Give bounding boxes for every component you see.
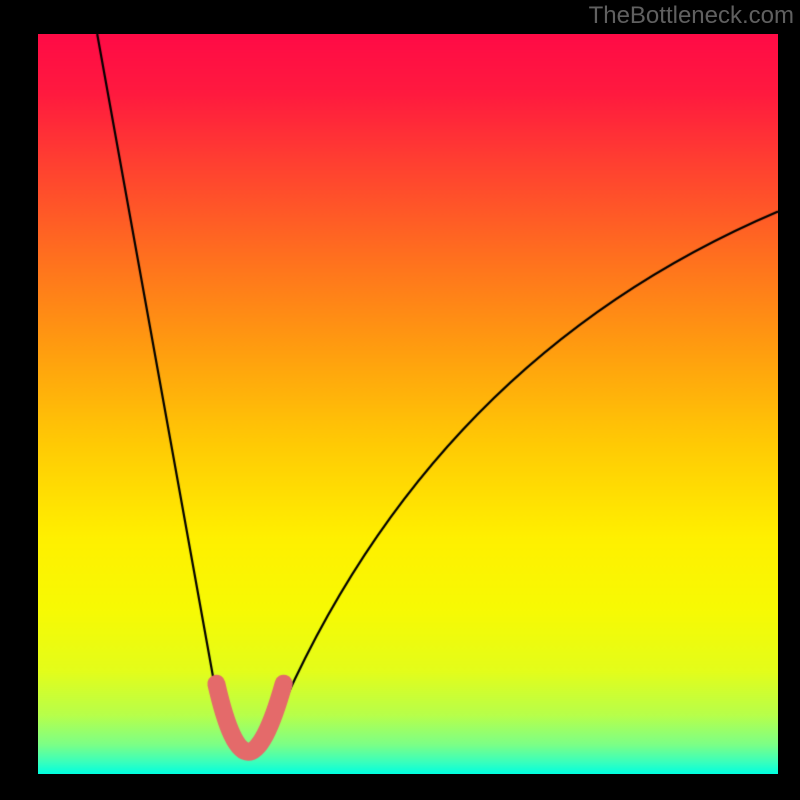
bottleneck-curve-canvas xyxy=(38,34,778,774)
bottleneck-plot-area xyxy=(38,34,778,774)
watermark-text: TheBottleneck.com xyxy=(589,2,794,30)
chart-outer-frame: TheBottleneck.com xyxy=(0,0,800,800)
